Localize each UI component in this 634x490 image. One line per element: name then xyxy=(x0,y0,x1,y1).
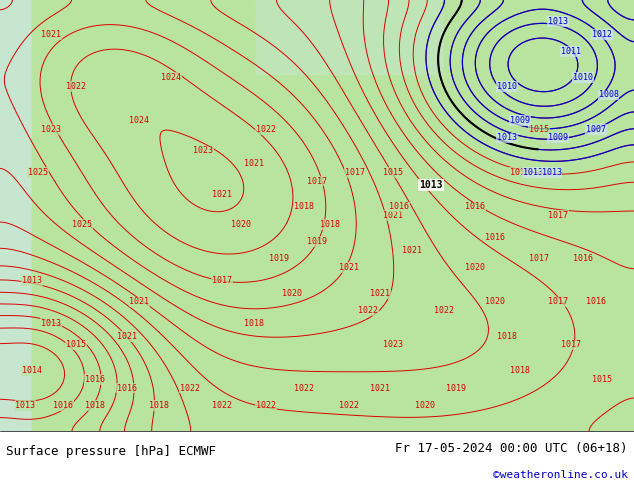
Text: 1021: 1021 xyxy=(339,263,359,272)
Text: 1022: 1022 xyxy=(256,401,276,410)
Text: 1017: 1017 xyxy=(212,276,232,285)
Text: 1022: 1022 xyxy=(434,306,454,315)
Text: Fr 17-05-2024 00:00 UTC (06+18): Fr 17-05-2024 00:00 UTC (06+18) xyxy=(395,442,628,455)
Text: 1012: 1012 xyxy=(592,30,612,39)
Text: 1022: 1022 xyxy=(294,384,314,392)
Text: 1015: 1015 xyxy=(529,125,549,134)
Text: 1019: 1019 xyxy=(446,384,467,392)
Text: 1024: 1024 xyxy=(161,73,181,82)
Text: 1013: 1013 xyxy=(541,168,562,177)
Text: 1013: 1013 xyxy=(548,17,568,26)
Text: 1021: 1021 xyxy=(370,289,391,298)
Text: 1017: 1017 xyxy=(548,211,568,220)
Text: 1020: 1020 xyxy=(281,289,302,298)
Text: 1021: 1021 xyxy=(129,297,150,306)
Text: 1015: 1015 xyxy=(510,168,530,177)
Text: 1017: 1017 xyxy=(560,341,581,349)
Text: 1016: 1016 xyxy=(85,375,105,384)
Text: 1019: 1019 xyxy=(269,254,289,263)
Text: 1022: 1022 xyxy=(339,401,359,410)
Text: 1017: 1017 xyxy=(529,254,549,263)
Text: 1022: 1022 xyxy=(180,384,200,392)
Text: 1013: 1013 xyxy=(419,180,443,191)
Text: 1015: 1015 xyxy=(383,168,403,177)
Text: 1015: 1015 xyxy=(592,375,612,384)
Text: 1016: 1016 xyxy=(53,401,74,410)
Text: 1019: 1019 xyxy=(307,237,327,246)
Text: 1016: 1016 xyxy=(465,202,486,212)
Text: 1018: 1018 xyxy=(148,401,169,410)
Text: 1014: 1014 xyxy=(22,367,42,375)
Text: 1022: 1022 xyxy=(256,125,276,134)
Text: 1013: 1013 xyxy=(41,319,61,328)
Text: 1022: 1022 xyxy=(212,401,232,410)
Text: 1007: 1007 xyxy=(586,125,606,134)
Text: 1022: 1022 xyxy=(66,82,86,91)
Text: 1025: 1025 xyxy=(28,168,48,177)
Text: 1018: 1018 xyxy=(294,202,314,212)
Text: 1020: 1020 xyxy=(484,297,505,306)
Text: 1009: 1009 xyxy=(510,116,530,125)
Text: 1025: 1025 xyxy=(72,220,93,229)
Text: 1024: 1024 xyxy=(129,116,150,125)
Text: 1016: 1016 xyxy=(117,384,137,392)
Text: 1013: 1013 xyxy=(497,133,517,143)
Text: 1017: 1017 xyxy=(345,168,365,177)
Text: 1010: 1010 xyxy=(573,73,593,82)
Text: 1021: 1021 xyxy=(370,384,391,392)
Text: 1021: 1021 xyxy=(383,211,403,220)
Text: 1016: 1016 xyxy=(573,254,593,263)
Text: 1021: 1021 xyxy=(243,159,264,169)
Text: 1013: 1013 xyxy=(22,276,42,285)
Text: 1013: 1013 xyxy=(15,401,36,410)
Text: 1020: 1020 xyxy=(231,220,251,229)
Text: 1023: 1023 xyxy=(383,341,403,349)
Text: 1018: 1018 xyxy=(320,220,340,229)
Text: 1011: 1011 xyxy=(560,47,581,56)
Text: ©weatheronline.co.uk: ©weatheronline.co.uk xyxy=(493,470,628,480)
Text: 1021: 1021 xyxy=(117,332,137,341)
Text: 1023: 1023 xyxy=(41,125,61,134)
Text: 1008: 1008 xyxy=(598,90,619,99)
Text: 1021: 1021 xyxy=(212,190,232,198)
Text: 1018: 1018 xyxy=(85,401,105,410)
Text: 1016: 1016 xyxy=(586,297,606,306)
Text: 1009: 1009 xyxy=(548,133,568,143)
Text: 1020: 1020 xyxy=(465,263,486,272)
Text: 1018: 1018 xyxy=(243,319,264,328)
Text: 1013: 1013 xyxy=(522,168,543,177)
Text: 1016: 1016 xyxy=(484,233,505,242)
Text: 1015: 1015 xyxy=(66,341,86,349)
Text: 1022: 1022 xyxy=(358,306,378,315)
Text: 1018: 1018 xyxy=(510,367,530,375)
Text: 1020: 1020 xyxy=(415,401,435,410)
Text: 1017: 1017 xyxy=(548,297,568,306)
Text: 1023: 1023 xyxy=(193,147,213,155)
Text: 1018: 1018 xyxy=(497,332,517,341)
Text: 1021: 1021 xyxy=(41,30,61,39)
Text: 1017: 1017 xyxy=(307,176,327,186)
Text: 1016: 1016 xyxy=(389,202,410,212)
Text: Surface pressure [hPa] ECMWF: Surface pressure [hPa] ECMWF xyxy=(6,445,216,458)
Text: 1010: 1010 xyxy=(497,82,517,91)
Text: 1021: 1021 xyxy=(402,245,422,255)
